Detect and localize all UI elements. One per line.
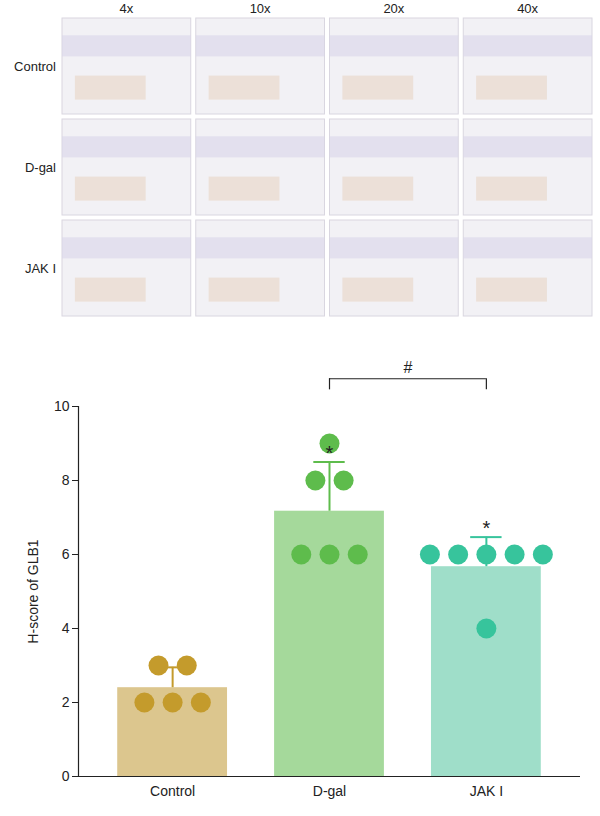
svg-text:0: 0 — [62, 768, 70, 784]
svg-text:40x: 40x — [517, 1, 538, 16]
svg-text:2: 2 — [62, 694, 70, 710]
svg-text:*: * — [482, 517, 490, 539]
svg-text:#: # — [403, 359, 412, 376]
svg-text:D-gal: D-gal — [313, 783, 346, 799]
svg-text:10: 10 — [54, 398, 70, 414]
svg-text:JAK I: JAK I — [25, 261, 56, 276]
svg-text:Control: Control — [150, 783, 195, 799]
svg-text:H-score of GLB1: H-score of GLB1 — [25, 539, 41, 643]
svg-text:*: * — [326, 442, 334, 464]
svg-text:20x: 20x — [383, 1, 404, 16]
svg-text:10x: 10x — [250, 1, 271, 16]
svg-text:D-gal: D-gal — [25, 160, 56, 175]
svg-text:JAK I: JAK I — [470, 783, 503, 799]
svg-text:4: 4 — [62, 620, 70, 636]
svg-text:4x: 4x — [120, 1, 134, 16]
svg-text:6: 6 — [62, 546, 70, 562]
svg-text:Control: Control — [14, 59, 56, 74]
svg-text:8: 8 — [62, 472, 70, 488]
